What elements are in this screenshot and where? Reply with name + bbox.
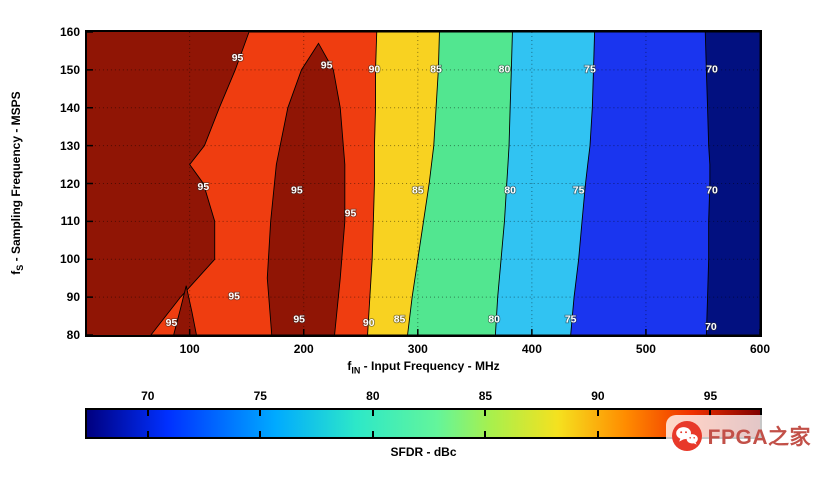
y-tick-label: 110 [60,214,80,229]
contour-label: 70 [706,64,718,75]
contour-label: 95 [198,182,210,193]
colorbar-tick-label: 80 [366,389,380,403]
x-axis-label-rest: - Input Frequency - MHz [360,359,500,373]
contour-label: 80 [504,186,516,197]
y-axis-label: fS - Sampling Frequency - MSPS [9,91,25,274]
contour-label: 70 [706,186,718,197]
contour-label: 85 [430,64,442,75]
colorbar-gradient [85,408,762,439]
contour-island [173,285,197,335]
colorbar-tick-mark [596,410,599,416]
y-tick-label: 120 [59,176,80,191]
y-tick-label: 140 [59,100,80,115]
x-tick-label: 300 [407,342,428,356]
contour-label: 90 [369,64,381,75]
y-tick-label: 160 [59,25,80,39]
x-tick-label: 100 [179,342,200,356]
y-axis-label-prefix: f [8,270,23,275]
contour-label: 95 [291,186,303,197]
colorbar-tick-label: 90 [591,389,605,403]
colorbar-tick-mark [146,410,149,416]
contour-label: 80 [499,64,511,75]
colorbar-tick-mark [259,410,262,416]
contour-label: 85 [394,314,406,325]
y-tick-label: 90 [66,290,80,305]
contour-plot: 95 95 90 85 80 75 70 95 95 95 85 80 75 70 95 95 95 90 85 80… [87,32,760,335]
contour-label: 75 [584,64,596,75]
colorbar-tick-label: 75 [253,389,267,403]
colorbar-tick-label: 85 [478,389,493,403]
watermark-text: FPGA之家 [707,426,811,449]
band-lt_70 [704,32,760,335]
y-tick-label: 150 [59,62,80,77]
x-tick-label: 400 [521,342,542,356]
colorbar-tick-mark [371,410,374,416]
contour-label: 70 [705,322,717,333]
colorbar-tick-mark [709,410,712,416]
contour-label: 95 [321,61,333,72]
colorbar-tick-mark [484,431,487,437]
contour-label: 85 [412,186,424,197]
watermark: FPGA之家 [665,415,820,457]
contour-label: 75 [565,314,577,325]
contour-label: 90 [363,318,375,329]
colorbar-tick-label: 95 [703,389,718,403]
y-axis-label-subscript: S [15,264,26,271]
x-tick-label: 500 [635,342,656,356]
contour-label: 95 [228,292,240,303]
wechat-icon [671,421,702,451]
colorbar-tick-label: 70 [141,389,155,403]
x-axis-label: fIN - Input Frequency - MHz [85,359,762,375]
plot-area: 95 95 90 85 80 75 70 95 95 95 85 80 75 70 95 95 95 90 85 80… [85,30,762,337]
x-tick-label: 200 [293,342,314,356]
contour-label: 95 [166,318,178,329]
y-tick-label: 80 [66,328,80,342]
y-axis-label-rest: - Sampling Frequency - MSPS [8,91,23,265]
x-axis-label-subscript: IN [351,365,361,376]
contour-label: 75 [573,186,585,197]
x-axis-label-prefix: f [347,359,352,373]
contour-island [266,42,346,335]
colorbar-label: SFDR - dBc [390,445,457,459]
colorbar-tick-mark [371,431,374,437]
colorbar-tick-mark [259,431,262,437]
y-tick-label: 130 [59,138,80,153]
contour-label: 95 [232,53,244,64]
colorbar-tick-mark [484,410,487,416]
contour-label: 95 [345,208,357,219]
y-tick-label: 100 [59,252,80,267]
contour-label: 95 [293,314,305,325]
x-tick-label: 600 [749,342,771,356]
colorbar-tick-mark [596,431,599,437]
colorbar-tick-mark [146,431,149,437]
contour-label: 80 [488,314,500,325]
